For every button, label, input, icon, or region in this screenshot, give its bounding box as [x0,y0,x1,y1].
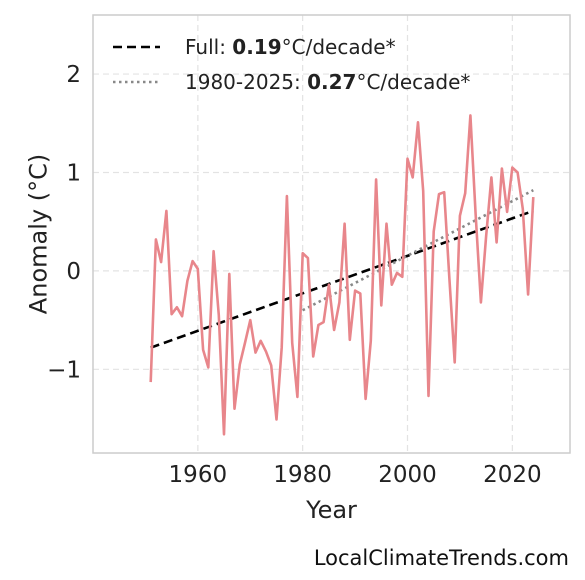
legend-entry: 1980-2025: 0.27°C/decade* [185,70,470,94]
x-tick-label: 1980 [273,462,332,488]
x-tick-label: 2000 [378,462,437,488]
x-tick-label: 1960 [169,462,228,488]
y-tick-label: 2 [66,62,81,88]
x-tick-label: 2020 [483,462,542,488]
credit-text: LocalClimateTrends.com [313,546,569,570]
y-tick-labels: −1 0 1 2 [47,62,81,383]
y-tick-label: −1 [47,357,81,383]
x-tick-labels: 1960 1980 2000 2020 [169,462,542,488]
y-axis-title: Anomaly (°C) [24,154,52,314]
series-layer [149,114,535,436]
grid [93,15,570,453]
y-tick-label: 0 [66,259,81,285]
plot-frame [92,14,571,454]
legend-entry: Full: 0.19°C/decade* [185,35,396,59]
legend: Full: 0.19°C/decade* 1980-2025: 0.27°C/de… [113,35,470,94]
y-tick-label: 1 [66,160,81,186]
anomaly-series-line [149,114,535,436]
x-axis-title: Year [305,496,357,524]
